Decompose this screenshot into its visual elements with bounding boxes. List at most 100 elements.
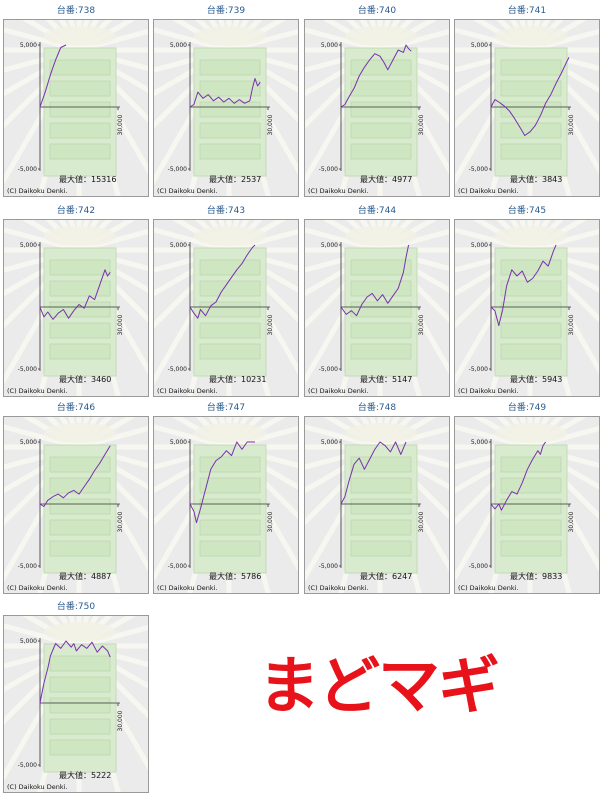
x-tick-right: 30,000: [117, 710, 124, 731]
x-tick-right: 30,000: [117, 114, 124, 135]
max-value-label: 最大値：15316: [59, 174, 116, 185]
copyright-text: (C) Daikoku Denki.: [7, 584, 68, 592]
chart-title: 台番:742: [56, 206, 96, 216]
max-value-label: 最大値：5147: [360, 374, 412, 385]
max-value-prefix: 最大値：: [510, 375, 542, 384]
max-value-label: 最大値：3460: [59, 374, 111, 385]
copyright-text: (C) Daikoku Denki.: [308, 584, 369, 592]
y-tick-bottom: -5,000: [319, 563, 339, 570]
series-line: [189, 441, 255, 524]
slot-machine-bg-icon: [4, 220, 148, 396]
chart-panel: 5,000 -5,000 30,000 最大値：15316 (C) Daikoku De…: [3, 19, 149, 197]
slot-machine-bg-icon: [455, 220, 599, 396]
max-value-prefix: 最大値：: [59, 375, 91, 384]
chart-panel: 5,000 -5,000 30,000 最大値：2537 (C) Daikoku Den…: [153, 19, 299, 197]
series-line: [39, 269, 111, 320]
max-value-label: 最大値：5222: [59, 770, 111, 781]
slot-chart: 台番:740 5,000 -5,000 30,000 最大値：4977 (C) Daiko…: [304, 4, 450, 202]
max-value-number: 5222: [91, 771, 112, 780]
chart-panel: 5,000 -5,000 30,000 最大値：5786 (C) Daikoku Den…: [153, 416, 299, 594]
chart-title: 台番:746: [56, 403, 96, 413]
slot-chart: 台番:745 5,000 -5,000 30,000 最大値：5943 (C) Daiko…: [454, 204, 600, 402]
max-value-prefix: 最大値：: [209, 175, 241, 184]
slot-machine-bg-icon: [154, 20, 298, 196]
y-tick-bottom: -5,000: [168, 366, 188, 373]
y-tick-top: 5,000: [471, 439, 488, 446]
series-line: [39, 44, 67, 108]
max-value-prefix: 最大値：: [510, 572, 542, 581]
max-value-number: 6247: [392, 572, 413, 581]
chart-title: 台番:743: [206, 206, 246, 216]
max-value-label: 最大値：6247: [360, 571, 412, 582]
y-tick-top: 5,000: [20, 42, 37, 49]
y-tick-top: 5,000: [321, 439, 338, 446]
line-plot: 5,000 -5,000 30,000: [319, 242, 425, 373]
x-tick-right: 30,000: [117, 314, 124, 335]
y-tick-bottom: -5,000: [319, 366, 339, 373]
slot-machine-bg-icon: [305, 20, 449, 196]
copyright-text: (C) Daikoku Denki.: [308, 187, 369, 195]
max-value-prefix: 最大値：: [360, 572, 392, 581]
slot-chart: 台番:746 5,000 -5,000 30,000 最大値：4887 (C) Daiko…: [3, 401, 149, 599]
y-tick-top: 5,000: [471, 42, 488, 49]
copyright-text: (C) Daikoku Denki.: [308, 387, 369, 395]
max-value-number: 15316: [91, 175, 117, 184]
y-tick-top: 5,000: [170, 42, 187, 49]
max-value-number: 2537: [241, 175, 262, 184]
y-tick-bottom: -5,000: [18, 762, 38, 769]
chart-title: 台番:741: [507, 6, 547, 16]
line-plot: 5,000 -5,000 30,000: [319, 42, 425, 173]
copyright-text: (C) Daikoku Denki.: [7, 187, 68, 195]
series-line: [490, 441, 547, 511]
y-tick-bottom: -5,000: [18, 166, 38, 173]
x-tick-right: 30,000: [418, 114, 425, 135]
max-value-prefix: 最大値：: [209, 572, 241, 581]
x-tick-right: 30,000: [418, 314, 425, 335]
chart-panel: 5,000 -5,000 30,000 最大値：3460 (C) Daikoku Den…: [3, 219, 149, 397]
max-value-label: 最大値：5786: [209, 571, 261, 582]
max-value-label: 最大値：5943: [510, 374, 562, 385]
slot-chart: 台番:749 5,000 -5,000 30,000 最大値：9833 (C) Daiko…: [454, 401, 600, 599]
slot-chart: 台番:738 5,000 -5,000 30,000 最大値：15316 (C) Daik…: [3, 4, 149, 202]
y-tick-bottom: -5,000: [168, 563, 188, 570]
slot-machine-bg-icon: [154, 417, 298, 593]
slot-machine-bg-icon: [154, 220, 298, 396]
slot-chart: 台番:742 5,000 -5,000 30,000 最大値：3460 (C) Daiko…: [3, 204, 149, 402]
chart-title: 台番:749: [507, 403, 547, 413]
series-line: [39, 640, 111, 704]
copyright-text: (C) Daikoku Denki.: [157, 584, 218, 592]
line-plot: 5,000 -5,000 30,000: [18, 42, 124, 173]
line-plot: 5,000 -5,000 30,000: [469, 439, 575, 570]
line-plot: 5,000 -5,000 30,000: [18, 439, 124, 570]
copyright-text: (C) Daikoku Denki.: [157, 187, 218, 195]
x-tick-right: 30,000: [418, 511, 425, 532]
max-value-label: 最大値：3843: [510, 174, 562, 185]
max-value-prefix: 最大値：: [510, 175, 542, 184]
x-tick-right: 30,000: [267, 511, 274, 532]
y-tick-bottom: -5,000: [18, 366, 38, 373]
chart-title: 台番:745: [507, 206, 547, 216]
chart-title: 台番:747: [206, 403, 246, 413]
y-tick-bottom: -5,000: [469, 563, 489, 570]
line-plot: 5,000 -5,000 30,000: [168, 439, 274, 570]
chart-panel: 5,000 -5,000 30,000 最大値：9833 (C) Daikoku Den…: [454, 416, 600, 594]
line-plot: 5,000 -5,000 30,000: [18, 638, 124, 769]
y-tick-top: 5,000: [170, 242, 187, 249]
copyright-text: (C) Daikoku Denki.: [7, 783, 68, 791]
copyright-text: (C) Daikoku Denki.: [7, 387, 68, 395]
series-line: [490, 57, 570, 136]
slot-chart: 台番:744 5,000 -5,000 30,000 最大値：5147 (C) Daiko…: [304, 204, 450, 402]
x-tick-right: 30,000: [117, 511, 124, 532]
slot-chart: 台番:748 5,000 -5,000 30,000 最大値：6247 (C) Daiko…: [304, 401, 450, 599]
line-plot: 5,000 -5,000 30,000: [469, 242, 575, 373]
chart-panel: 5,000 -5,000 30,000 最大値：6247 (C) Daikoku Den…: [304, 416, 450, 594]
y-tick-top: 5,000: [321, 42, 338, 49]
max-value-number: 5147: [392, 375, 413, 384]
chart-panel: 5,000 -5,000 30,000 最大値：10231 (C) Daikoku De…: [153, 219, 299, 397]
chart-panel: 5,000 -5,000 30,000 最大値：5943 (C) Daikoku Den…: [454, 219, 600, 397]
max-value-number: 10231: [241, 375, 267, 384]
chart-panel: 5,000 -5,000 30,000 最大値：5222 (C) Daikoku Den…: [3, 615, 149, 793]
max-value-label: 最大値：2537: [209, 174, 261, 185]
chart-title: 台番:744: [357, 206, 397, 216]
slot-chart: 台番:750 5,000 -5,000 30,000 最大値：5222 (C) Daiko…: [3, 600, 149, 798]
